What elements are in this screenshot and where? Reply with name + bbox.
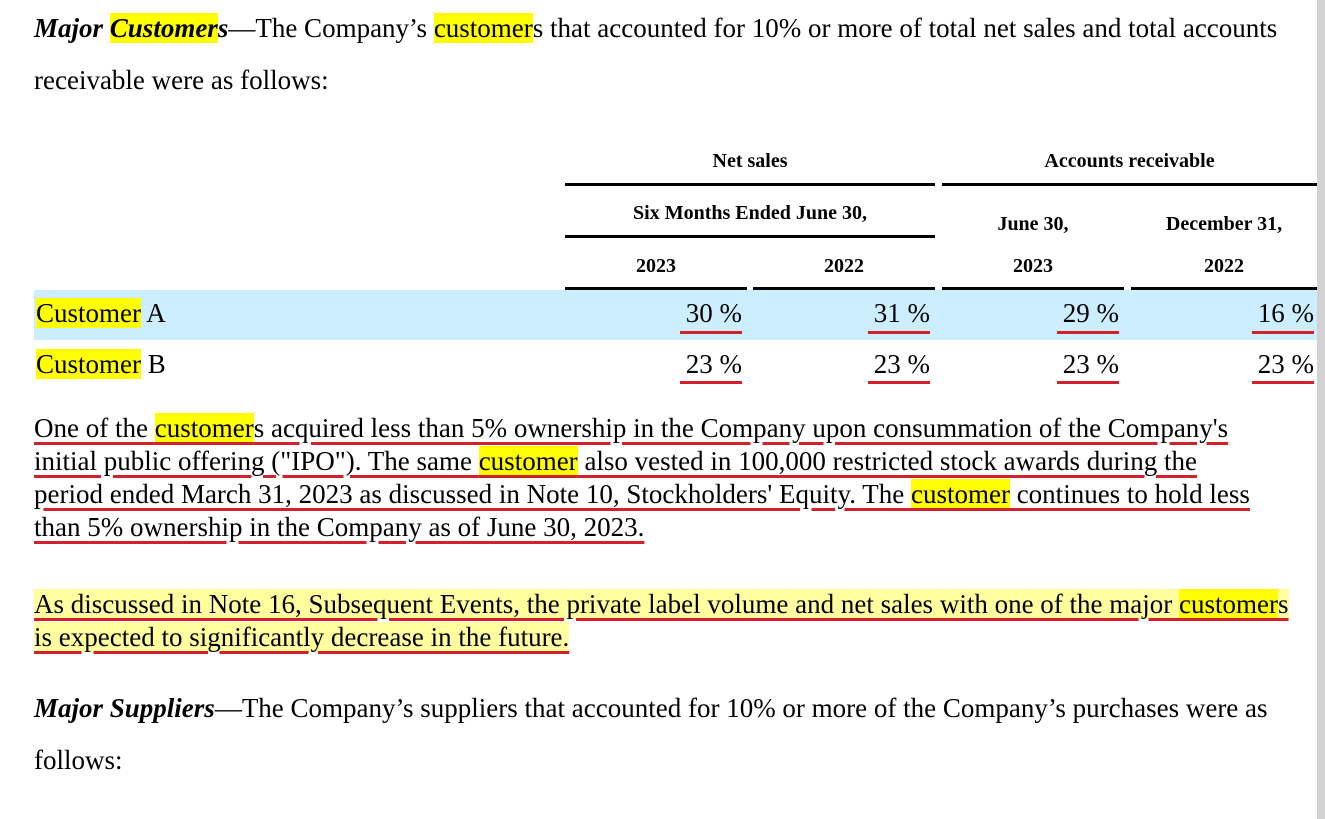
row-label: Customer A — [36, 298, 166, 328]
search-highlight: customer — [910, 479, 1010, 509]
spell-underline — [868, 331, 930, 334]
table-cell: 23 % — [1257, 349, 1314, 379]
search-highlight: Customer — [36, 349, 141, 379]
major-customers-title: Major Customers — [34, 13, 229, 43]
table-cell: 30 % — [685, 298, 742, 328]
note16-paragraph: As discussed in Note 16, Subsequent Even… — [34, 589, 1289, 652]
search-highlight: Customer — [36, 298, 141, 328]
table-cell: 31 % — [873, 298, 930, 328]
header-year-2022: 2022 — [824, 255, 864, 277]
header-six-months: Six Months Ended June 30, — [633, 202, 867, 224]
header-december-31: December 31, — [1165, 213, 1283, 235]
table-cell: 23 % — [1062, 349, 1119, 379]
header-june-30: June 30, — [997, 213, 1069, 235]
ipo-paragraph: One of the customers acquired less than … — [34, 413, 1250, 542]
header-net-sales: Net sales — [712, 150, 788, 172]
spell-underline — [1252, 381, 1314, 384]
spell-underline — [1057, 331, 1119, 334]
header-rule — [565, 183, 935, 186]
table-cell: 23 % — [685, 349, 742, 379]
header-rule — [565, 287, 747, 290]
header-rule — [1131, 287, 1317, 290]
search-highlight: customer — [433, 13, 533, 43]
header-rule — [565, 235, 935, 238]
table-cell: 23 % — [873, 349, 930, 379]
header-rule — [942, 183, 1317, 186]
header-accounts-receivable: Accounts receivable — [1044, 150, 1215, 172]
header-year-2023: 2023 — [636, 255, 676, 277]
spell-underline — [1252, 331, 1314, 334]
search-highlight: customer — [478, 446, 578, 476]
search-highlight: customer — [1179, 589, 1278, 619]
major-customers-paragraph: Major Customers—The Company’s customers … — [34, 13, 1278, 95]
vertical-scrollbar[interactable] — [1317, 0, 1325, 819]
table-cell: 16 % — [1257, 298, 1314, 328]
major-suppliers-title: Major Suppliers — [34, 693, 215, 723]
table-cell: 29 % — [1062, 298, 1119, 328]
search-highlight: Customer — [109, 13, 218, 43]
spell-underline — [680, 331, 742, 334]
row-label: Customer B — [36, 349, 166, 379]
header-year-2022: 2022 — [1204, 255, 1244, 277]
header-year-2023: 2023 — [1013, 255, 1053, 277]
spell-underline — [680, 381, 742, 384]
spell-underline — [1057, 381, 1119, 384]
header-rule — [942, 287, 1124, 290]
header-rule — [753, 287, 935, 290]
spell-underline — [868, 381, 930, 384]
major-suppliers-paragraph: Major Suppliers—The Company’s suppliers … — [34, 693, 1268, 775]
search-highlight: customer — [154, 413, 254, 443]
